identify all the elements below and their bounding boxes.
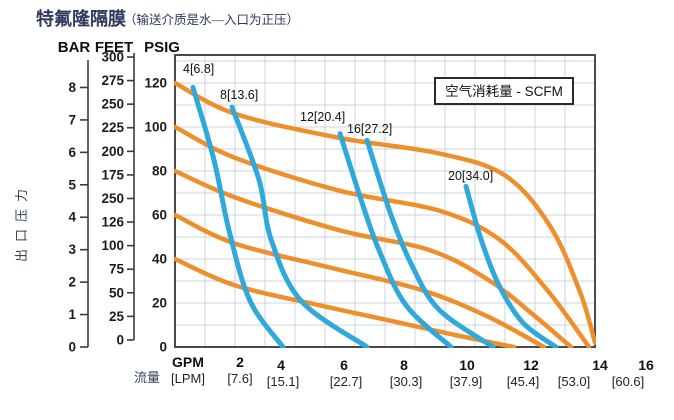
pump-curve-80psig — [174, 168, 574, 348]
air-curve-label: 4[6.8] — [183, 62, 214, 76]
feet-tick-label: 100 — [101, 238, 124, 253]
legend: 空气消耗量 - SCFM — [434, 77, 574, 105]
pump-curve-100psig — [174, 124, 592, 348]
x-tick-gpm-label: 14 — [592, 357, 608, 373]
psig-tick-label: 60 — [152, 208, 167, 223]
x-tick-gpm-label: 12 — [523, 357, 539, 373]
x-tick-lpm-label: [53.0] — [558, 374, 591, 389]
x-tick-gpm-label: 8 — [400, 357, 408, 373]
pump-curve-40psig — [174, 256, 517, 348]
x-tick-lpm-label: [60.6] — [612, 374, 645, 389]
x-tick-gpm-label: 4 — [277, 357, 285, 373]
air-curve-label: 12[20.4] — [300, 110, 345, 124]
bar-tick-label: 6 — [68, 145, 76, 160]
x-axis-label-flow: 流量 — [134, 370, 160, 385]
x-tick-lpm-label: [15.1] — [267, 374, 300, 389]
x-tick-lpm-label: [45.4] — [507, 374, 540, 389]
air-curve-4[6.8] — [190, 84, 286, 348]
x-tick-gpm-label: 16 — [638, 357, 654, 373]
feet-tick-label: 250 — [101, 97, 124, 112]
psig-tick-label: 20 — [152, 296, 167, 311]
feet-tick-label: 75 — [109, 262, 125, 277]
y-axis-header-psig: PSIG — [144, 39, 180, 56]
x-tick-lpm-label: [7.6] — [227, 371, 252, 386]
psig-tick-label: 120 — [144, 76, 167, 91]
air-curve-label: 8[13.6] — [220, 88, 258, 102]
feet-tick-label: 175 — [101, 167, 124, 182]
psig-axis-scale: 120 100 80 60 40 20 0 — [144, 76, 167, 355]
bar-tick-label: 0 — [68, 340, 76, 355]
feet-tick-label: 25 — [109, 309, 125, 324]
psig-tick-label: 80 — [152, 164, 167, 179]
legend-box — [434, 77, 574, 105]
air-consumption-curve-labels: 4[6.8] 8[13.6] 12[20.4]16[27.2] 20[34.0] — [183, 62, 493, 183]
feet-tick-label: 275 — [101, 73, 124, 88]
air-curve-label: 16[27.2] — [347, 122, 392, 136]
psig-tick-label: 40 — [152, 252, 167, 267]
legend-label: 空气消耗量 - SCFM — [445, 84, 563, 99]
air-curve-20[34.0] — [463, 183, 559, 348]
page-subtitle: （输送介质是水—入口为正压） — [124, 12, 299, 27]
feet-tick-label: 200 — [101, 144, 124, 159]
x-axis-ticks: GPM[LPM] 2[7.6] 4[15.1] 6[22.7] 8[30.3] 10[37… — [171, 354, 654, 389]
bar-tick-label: 5 — [68, 177, 76, 192]
y-axis-header-feet: FEET — [95, 39, 133, 56]
x-tick-lpm-label: [30.3] — [390, 374, 423, 389]
x-tick-gpm-label: 6 — [340, 357, 348, 373]
air-curve-label: 20[34.0] — [448, 169, 493, 183]
feet-tick-label: 50 — [109, 285, 124, 300]
psig-tick-label: 0 — [159, 340, 167, 355]
x-tick-gpm-label: 10 — [459, 357, 475, 373]
air-consumption-curves — [190, 84, 559, 348]
psig-tick-label: 100 — [144, 120, 167, 135]
feet-tick-label: 250 — [101, 191, 124, 206]
feet-tick-label: 0 — [116, 332, 124, 347]
bar-tick-label: 1 — [68, 307, 76, 322]
x-tick-lpm-label: [LPM] — [171, 371, 205, 386]
bar-tick-label: 7 — [68, 112, 76, 127]
air-curve-12[20.4] — [337, 131, 454, 348]
x-tick-lpm-label: [22.7] — [330, 374, 363, 389]
x-tick-lpm-label: [37.9] — [450, 374, 483, 389]
bar-axis-scale: 8 7 6 5 4 3 2 1 0 — [68, 60, 89, 355]
air-curve-8[13.6] — [229, 104, 370, 348]
x-tick-gpm-label: 2 — [236, 354, 244, 370]
bar-tick-label: 8 — [68, 80, 76, 95]
plot-border — [174, 54, 596, 348]
bar-tick-label: 4 — [68, 210, 76, 225]
feet-tick-label: 300 — [101, 50, 124, 65]
y-axis-header-bar: BAR — [58, 39, 91, 56]
y-axis-label-outlet-pressure: 出口压力 — [14, 182, 29, 262]
feet-tick-label: 126 — [101, 215, 124, 230]
bar-tick-label: 3 — [68, 242, 76, 257]
feet-tick-label: 225 — [101, 120, 124, 135]
bar-tick-label: 2 — [68, 275, 76, 290]
air-curve-16[27.2] — [364, 137, 496, 348]
page-title: 特氟隆隔膜 — [36, 8, 126, 29]
x-tick-gpm-label: GPM — [172, 354, 204, 370]
pump-curve-120psig — [174, 80, 596, 345]
